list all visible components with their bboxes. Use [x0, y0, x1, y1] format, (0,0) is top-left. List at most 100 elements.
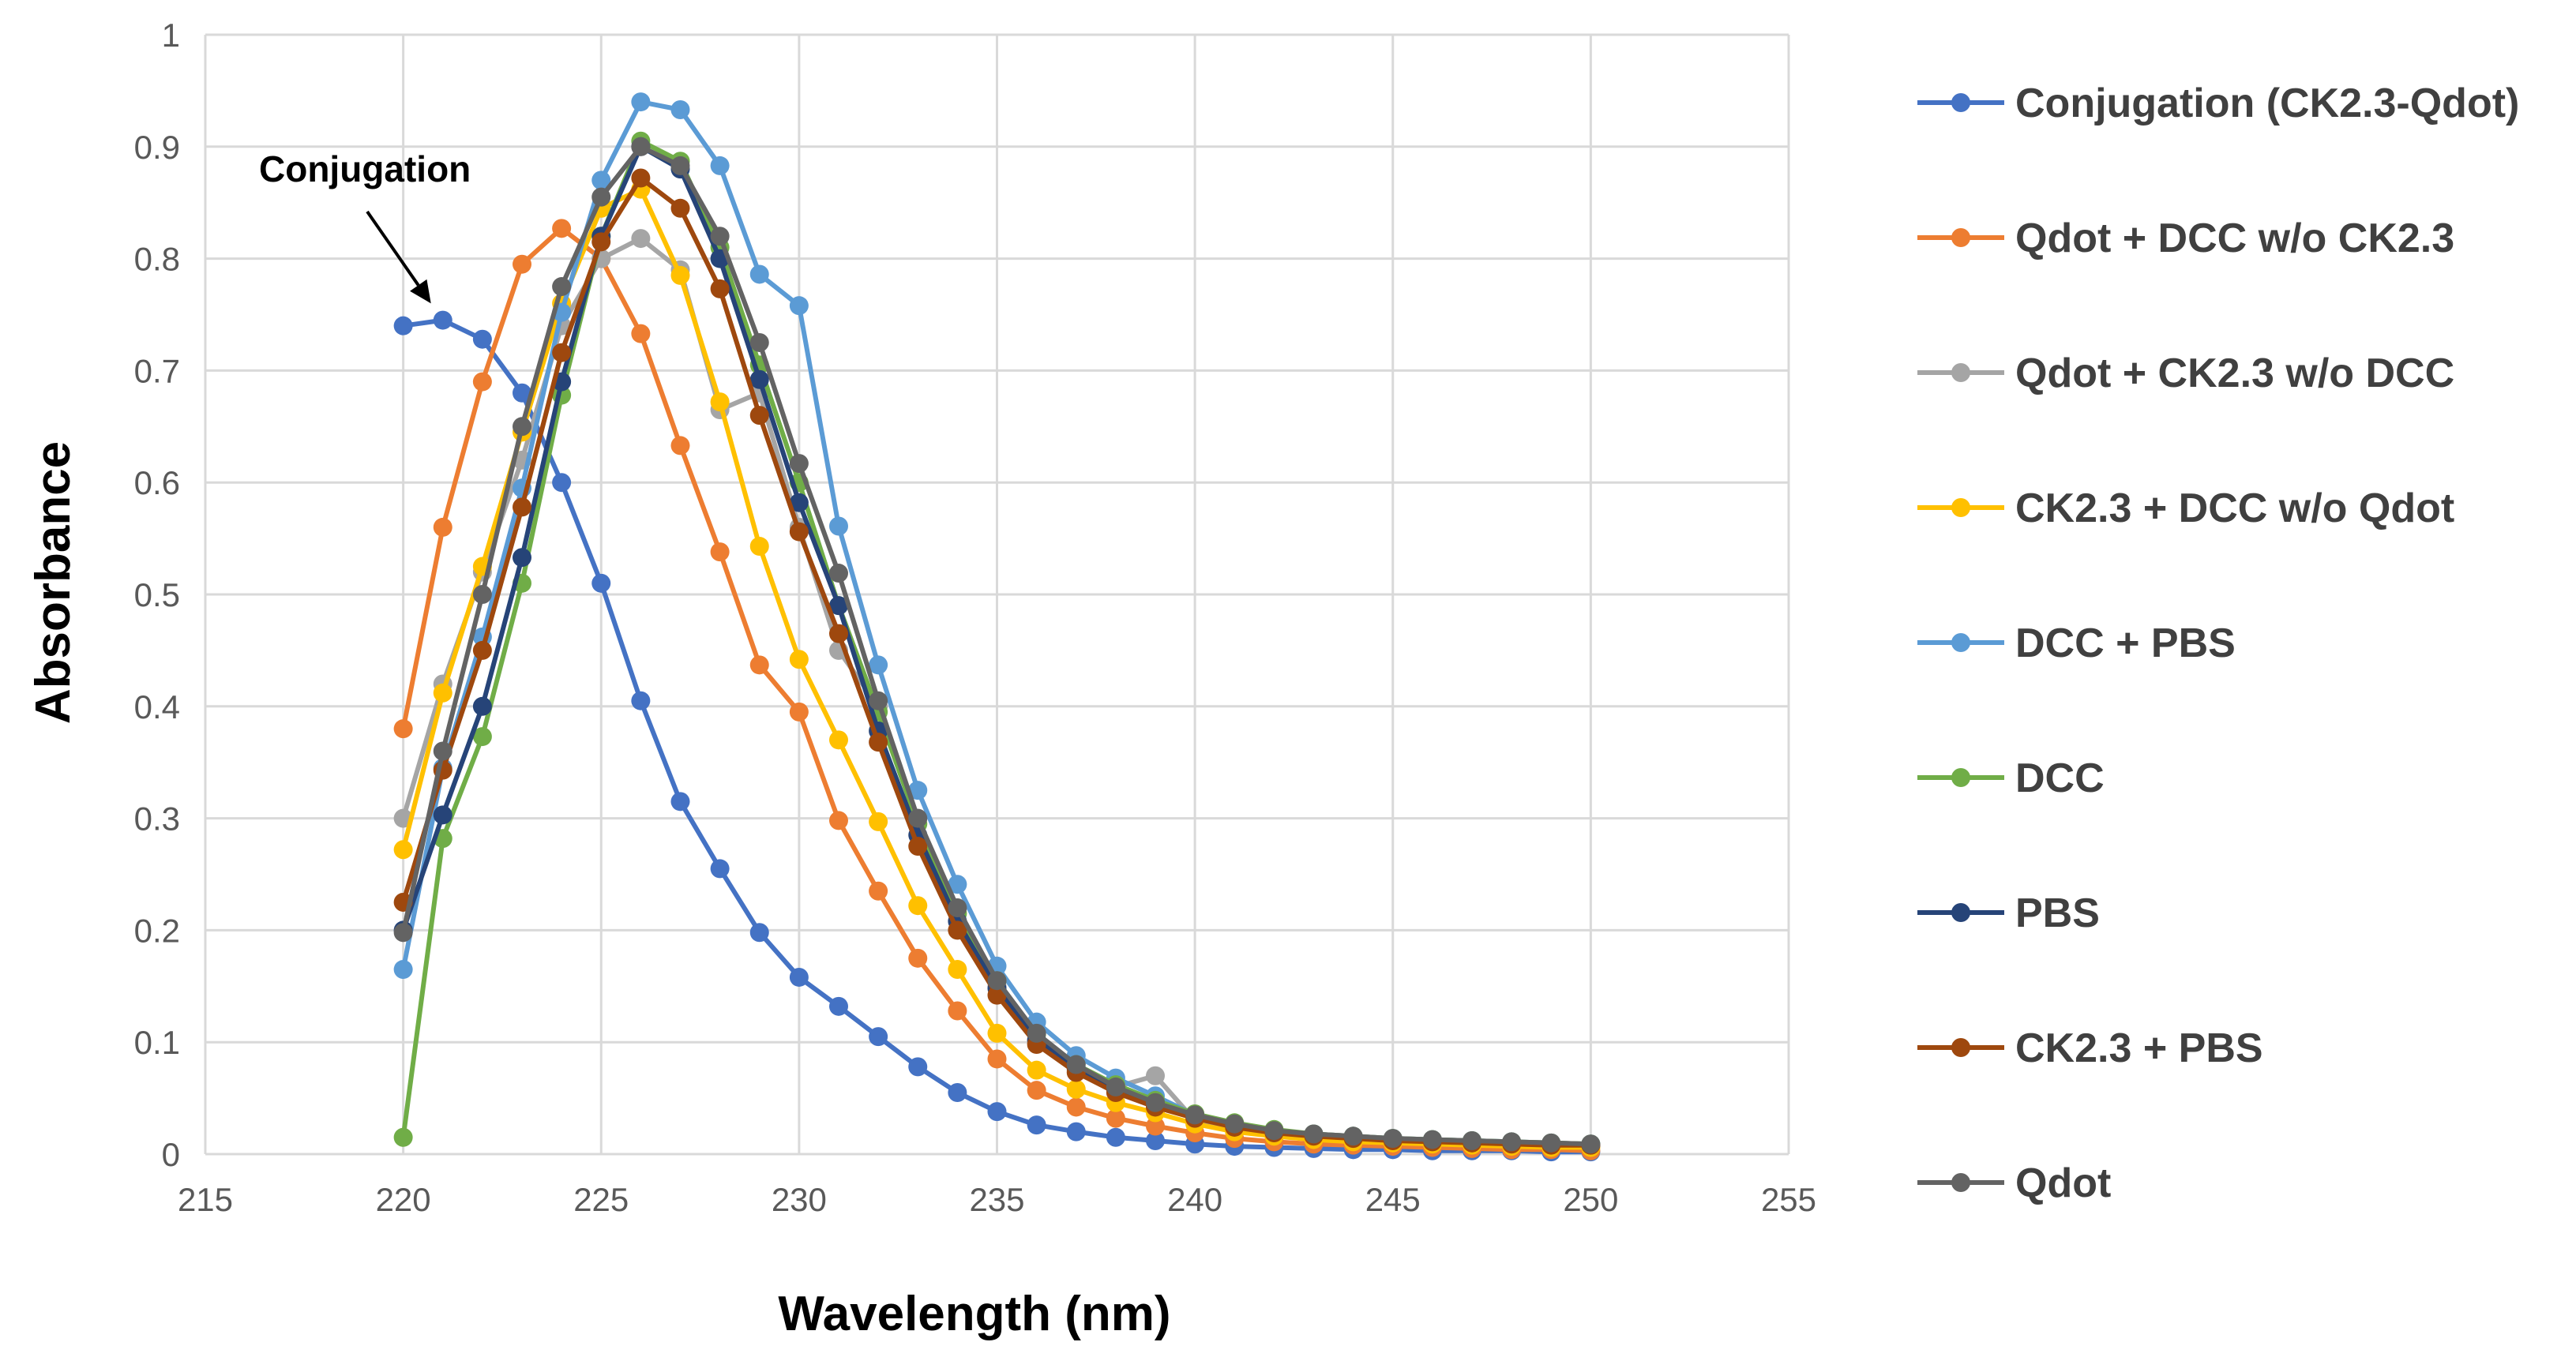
data-point — [513, 383, 531, 403]
data-point — [789, 522, 809, 542]
x-tick-label: 240 — [1167, 1181, 1222, 1218]
data-point — [1106, 1077, 1125, 1096]
y-tick-label: 1 — [162, 17, 180, 54]
data-point — [1027, 1023, 1046, 1043]
y-tick-label: 0.5 — [134, 576, 180, 613]
data-point — [393, 923, 413, 943]
data-point — [789, 702, 809, 722]
data-point — [1106, 1127, 1125, 1147]
data-point — [631, 324, 651, 343]
data-point — [789, 296, 809, 316]
data-point — [749, 923, 769, 943]
data-point — [513, 254, 531, 274]
data-point — [749, 369, 769, 389]
legend-item: CK2.3 + DCC w/o Qdot — [1917, 485, 2454, 531]
data-point — [393, 1127, 413, 1147]
data-point — [670, 100, 690, 120]
legend-marker — [1951, 633, 1970, 652]
annotation-label: Conjugation — [259, 148, 471, 189]
data-point — [591, 573, 611, 593]
data-point — [869, 691, 888, 710]
x-axis-title: Wavelength (nm) — [778, 1287, 1170, 1341]
data-point — [1027, 1081, 1046, 1100]
data-point — [591, 171, 611, 190]
legend-marker — [1951, 228, 1970, 247]
data-point — [869, 881, 888, 901]
legend-marker — [1951, 1038, 1970, 1057]
data-point — [710, 542, 730, 562]
data-point — [1146, 1066, 1165, 1085]
data-point — [472, 372, 492, 392]
data-point — [1343, 1126, 1363, 1146]
data-point — [789, 493, 809, 512]
data-point — [1146, 1116, 1165, 1136]
y-tick-label: 0.6 — [134, 464, 180, 501]
data-point — [670, 436, 690, 455]
data-point — [670, 156, 690, 175]
x-axis: 215 220 225 230 235 240 245 250 255 — [178, 1181, 1816, 1218]
data-point — [749, 537, 769, 557]
legend-label: Qdot + CK2.3 w/o DCC — [2015, 350, 2454, 396]
legend-label: CK2.3 + DCC w/o Qdot — [2015, 485, 2454, 531]
data-point — [749, 332, 769, 352]
x-tick-label: 225 — [573, 1181, 629, 1218]
data-point — [987, 1023, 1007, 1043]
data-point — [433, 517, 452, 537]
data-point — [869, 655, 888, 675]
legend-item: PBS — [1917, 890, 2100, 936]
legend-marker — [1951, 498, 1970, 517]
data-point — [908, 781, 928, 800]
data-point — [829, 996, 848, 1016]
grid — [204, 33, 1790, 1156]
data-point — [710, 859, 730, 879]
legend-marker — [1951, 768, 1970, 787]
data-point — [472, 640, 492, 660]
data-point — [948, 875, 967, 894]
data-point — [631, 691, 651, 710]
data-point — [829, 564, 848, 583]
data-point — [1541, 1133, 1561, 1153]
data-point — [829, 730, 848, 750]
data-point — [591, 232, 611, 252]
data-point — [1106, 1108, 1125, 1128]
y-axis-title: Absorbance — [26, 441, 81, 724]
data-point — [829, 624, 848, 643]
annotation-arrow — [366, 210, 420, 287]
data-point — [829, 516, 848, 536]
data-point — [513, 417, 531, 437]
data-point — [908, 808, 928, 828]
data-point — [789, 650, 809, 669]
data-point — [987, 1049, 1007, 1069]
data-point — [631, 92, 651, 112]
data-point — [749, 655, 769, 675]
x-tick-label: 250 — [1563, 1181, 1618, 1218]
legend-label: DCC + PBS — [2015, 620, 2236, 666]
data-point — [393, 719, 413, 739]
data-point — [631, 137, 651, 156]
data-point — [789, 454, 809, 474]
data-point — [1027, 1060, 1046, 1080]
legend-label: PBS — [2015, 890, 2100, 936]
data-point — [631, 229, 651, 249]
data-point — [829, 811, 848, 830]
data-point — [749, 406, 769, 425]
data-point — [1146, 1130, 1165, 1150]
legend-label: CK2.3 + PBS — [2015, 1025, 2263, 1071]
data-point — [749, 264, 769, 284]
legend-marker — [1951, 93, 1970, 112]
data-point — [631, 168, 651, 188]
data-point — [869, 1027, 888, 1047]
y-axis: 0 0.1 0.2 0.3 0.4 0.5 0.6 0.7 0.8 0.9 1 — [134, 17, 180, 1173]
data-point — [552, 219, 572, 238]
data-point — [1463, 1130, 1481, 1150]
data-point — [948, 898, 967, 918]
data-point — [472, 329, 492, 349]
y-tick-label: 0.1 — [134, 1024, 180, 1061]
data-point — [908, 837, 928, 857]
legend-label: Qdot + DCC w/o CK2.3 — [2015, 216, 2454, 261]
legend-label: DCC — [2015, 755, 2105, 801]
data-point — [670, 265, 690, 285]
data-point — [1304, 1124, 1324, 1144]
data-point — [670, 198, 690, 218]
legend-label: Conjugation (CK2.3-Qdot) — [2015, 81, 2519, 126]
